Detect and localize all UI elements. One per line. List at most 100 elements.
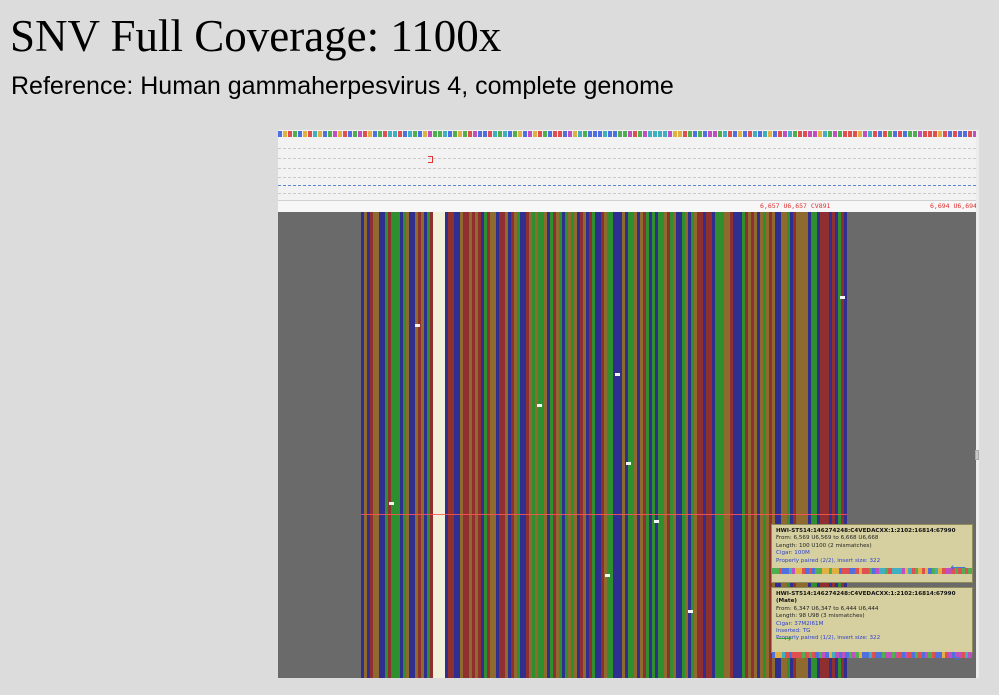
reference-base <box>748 131 752 137</box>
pileup-column <box>394 212 397 678</box>
pileup-column <box>547 212 550 678</box>
pileup-column <box>775 212 778 678</box>
reference-base <box>613 131 617 137</box>
pileup-column <box>772 212 775 678</box>
reference-base <box>543 131 547 137</box>
reference-base <box>793 131 797 137</box>
pileup-column <box>565 212 568 678</box>
reference-base <box>863 131 867 137</box>
reference-base <box>413 131 417 137</box>
pileup-column <box>598 212 601 678</box>
track-guide-line <box>278 148 976 149</box>
reference-base <box>588 131 592 137</box>
reference-base <box>758 131 762 137</box>
pileup-column <box>790 212 793 678</box>
pileup-column <box>577 212 580 678</box>
reference-base <box>593 131 597 137</box>
read-base <box>915 651 919 658</box>
pileup-column <box>454 212 457 678</box>
pileup-column <box>529 212 532 678</box>
pileup-column <box>724 212 727 678</box>
read-id: HWI-ST514:146274248:C4VEDACXX:1:2102:168… <box>776 528 956 534</box>
reference-base <box>478 131 482 137</box>
pileup-column <box>556 212 559 678</box>
reference-base <box>283 131 287 137</box>
read-pileup[interactable] <box>361 212 847 678</box>
annotation-marker[interactable] <box>428 156 433 163</box>
coverage-line <box>278 185 976 186</box>
pileup-column <box>601 212 604 678</box>
reference-base <box>908 131 912 137</box>
pileup-column <box>787 212 790 678</box>
read-base <box>805 568 809 575</box>
read-base <box>918 568 922 575</box>
reference-base <box>473 131 477 137</box>
pileup-column <box>382 212 385 678</box>
pileup-column <box>517 212 520 678</box>
vertical-scrollbar[interactable] <box>976 130 979 678</box>
pileup-column <box>727 212 730 678</box>
pileup-column <box>499 212 502 678</box>
read-base <box>895 568 899 575</box>
read-base <box>772 568 776 575</box>
read-base <box>805 651 809 658</box>
reference-base <box>953 131 957 137</box>
reference-base <box>408 131 412 137</box>
pileup-column <box>802 212 805 678</box>
pileup-column <box>391 212 394 678</box>
pileup-column <box>823 212 826 678</box>
read-base <box>958 568 962 575</box>
pileup-column <box>661 212 664 678</box>
reference-base <box>338 131 342 137</box>
read-base <box>818 651 822 658</box>
pileup-column <box>769 212 772 678</box>
reference-base <box>763 131 767 137</box>
read-base <box>931 568 936 575</box>
expand-icon[interactable]: » <box>955 654 961 664</box>
reference-base <box>368 131 372 137</box>
track-guide-line <box>278 177 976 178</box>
pileup-column <box>712 212 715 678</box>
pileup-column <box>364 212 367 678</box>
reference-base <box>328 131 332 137</box>
read-base <box>781 651 786 658</box>
pileup-column <box>673 212 676 678</box>
read-base <box>918 651 922 658</box>
pileup-column <box>469 212 472 678</box>
alignment-viewer[interactable]: 6,657 U6,657 CV891 6,694 U6,694 <box>278 130 976 678</box>
pileup-column <box>691 212 694 678</box>
read-base <box>888 568 892 575</box>
pileup-column <box>820 212 823 678</box>
alignment-area[interactable] <box>278 212 976 678</box>
reference-base <box>278 131 282 137</box>
reference-base <box>888 131 892 137</box>
reference-base <box>853 131 857 137</box>
pileup-column <box>595 212 598 678</box>
pileup-column <box>478 212 481 678</box>
read-base <box>951 651 956 658</box>
page-title: SNV Full Coverage: 1100x <box>10 11 502 61</box>
read-base <box>901 568 906 575</box>
mate-sequence-strip <box>772 651 972 658</box>
read-base <box>861 651 866 658</box>
scrollbar-thumb[interactable] <box>975 450 979 460</box>
read-base <box>821 568 826 575</box>
reference-base <box>688 131 692 137</box>
reference-base <box>693 131 697 137</box>
pileup-column <box>631 212 634 678</box>
mismatch-mark <box>615 373 620 376</box>
pileup-column <box>532 212 535 678</box>
pileup-column <box>679 212 682 678</box>
read-base <box>898 568 902 575</box>
reference-base <box>823 131 827 137</box>
pileup-column <box>781 212 784 678</box>
selected-read-line <box>361 514 847 515</box>
pileup-column <box>448 212 451 678</box>
pileup-column <box>502 212 505 678</box>
pileup-column <box>655 212 658 678</box>
read-base <box>948 568 952 575</box>
pileup-column <box>607 212 610 678</box>
read-base <box>931 651 936 658</box>
reference-base <box>513 131 517 137</box>
read-base <box>911 651 916 658</box>
